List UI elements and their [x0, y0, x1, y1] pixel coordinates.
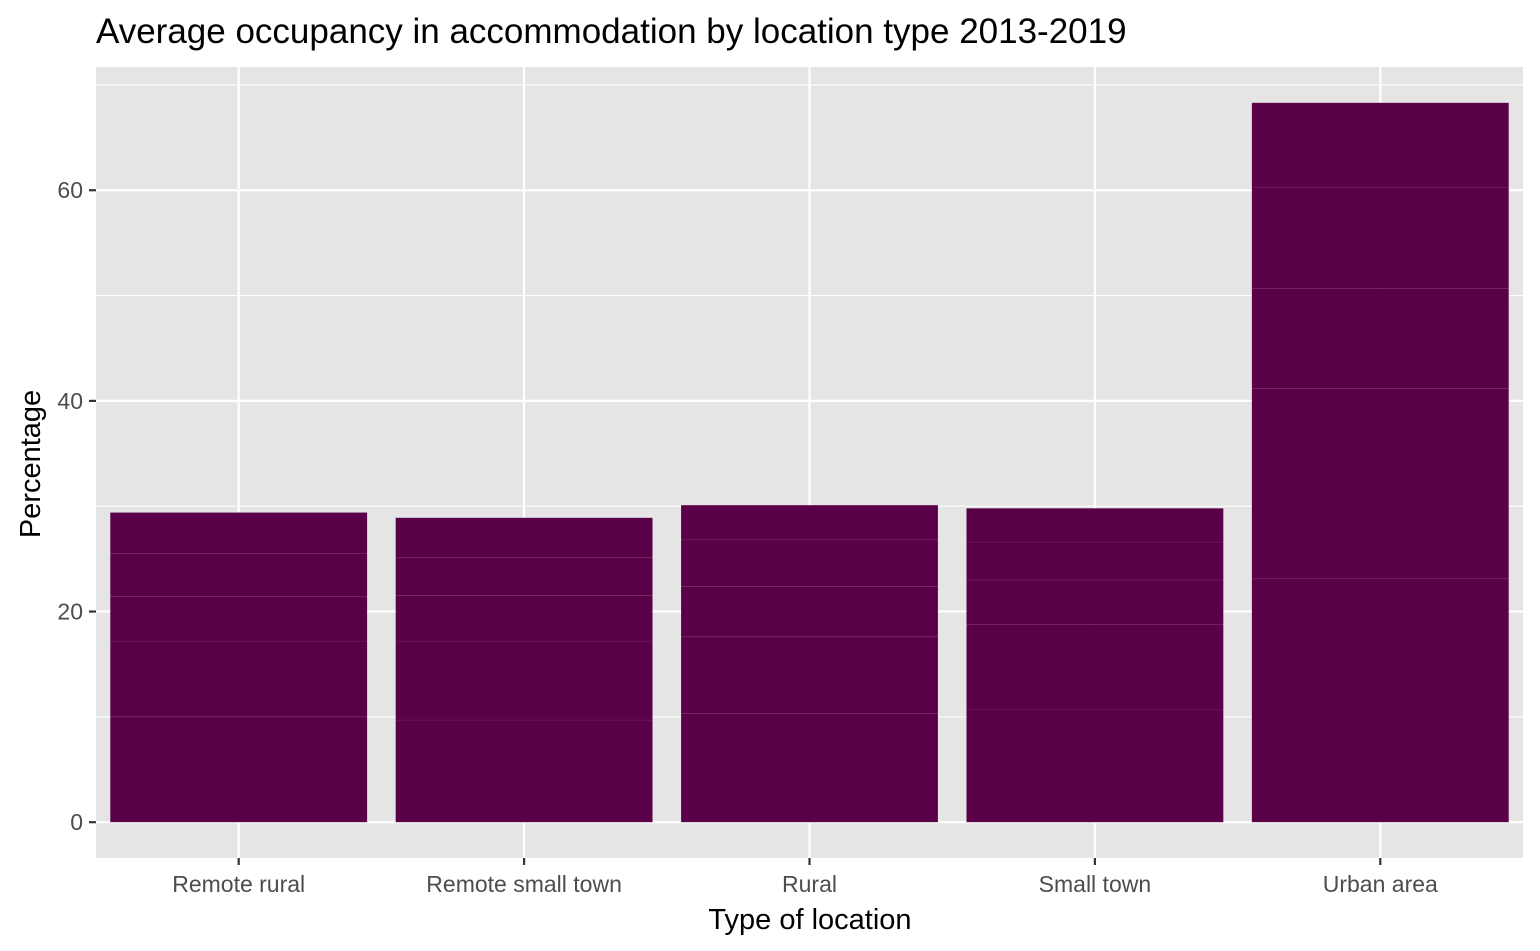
x-tick-label: Small town: [1039, 871, 1151, 897]
x-tick-label: Remote small town: [426, 871, 622, 897]
bar-segment: [680, 504, 939, 541]
bar-segment: [1251, 387, 1510, 580]
bars: [109, 102, 1510, 823]
y-tick-label: 40: [57, 388, 83, 414]
x-axis: Remote rural Remote small town Rural Small …: [172, 858, 1438, 897]
x-axis-title: Type of location: [708, 904, 911, 936]
bar-segment: [966, 508, 1224, 543]
y-tick-label: 60: [57, 177, 83, 203]
x-tick-label: Remote rural: [172, 871, 305, 897]
bar-segment: [395, 557, 653, 597]
bar-segment: [680, 539, 939, 587]
y-axis-title: Percentage: [15, 390, 47, 538]
bar-segment: [109, 640, 368, 718]
bar-segment: [1251, 102, 1510, 188]
bar-segment: [395, 595, 653, 642]
bar-segment: [1251, 287, 1510, 389]
bar-segment: [109, 553, 368, 598]
y-tick-label: 20: [57, 599, 83, 625]
bar-segment: [680, 585, 939, 638]
bar-segment: [109, 596, 368, 642]
bar-segment: [395, 517, 653, 559]
bar-segment: [1251, 578, 1510, 823]
bar-segment: [966, 623, 1224, 710]
bar-segment: [395, 719, 653, 823]
bar-segment: [109, 716, 368, 823]
bar-segment: [1251, 186, 1510, 289]
bar-segment: [966, 541, 1224, 581]
chart-title: Average occupancy in accommodation by lo…: [96, 12, 1127, 51]
y-axis: 0 20 40 60: [57, 177, 96, 835]
bar-segment: [966, 579, 1224, 625]
bar-segment: [966, 709, 1224, 823]
bar-segment: [680, 636, 939, 715]
x-tick-label: Rural: [782, 871, 837, 897]
x-tick-label: Urban area: [1323, 871, 1438, 897]
y-tick-label: 0: [70, 809, 83, 835]
bar-segment: [109, 512, 368, 554]
bar-segment: [680, 713, 939, 823]
bar-segment: [395, 640, 653, 721]
